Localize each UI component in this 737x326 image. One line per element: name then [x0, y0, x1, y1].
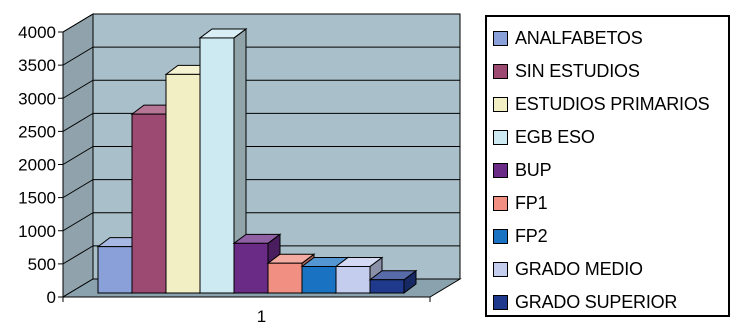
bar-front	[335, 266, 371, 294]
gridline-side	[62, 13, 94, 33]
gridline-side	[62, 212, 94, 232]
legend-label: FP1	[515, 193, 548, 213]
y-tick-label: 3500	[18, 56, 56, 75]
legend-swatch	[493, 262, 508, 277]
legend-item: SIN ESTUDIOS	[493, 55, 728, 88]
legend-label: ANALFABETOS	[515, 28, 643, 48]
legend-label: BUP	[515, 160, 552, 180]
legend-item: ANALFABETOS	[493, 22, 728, 55]
gridline-side	[62, 146, 94, 165]
y-tick-label: 2500	[18, 122, 56, 141]
legend-label: SIN ESTUDIOS	[515, 61, 640, 81]
y-tick-label: 2000	[18, 156, 56, 175]
gridline-side	[62, 179, 94, 199]
legend-item: EGB ESO	[493, 121, 728, 154]
legend-item: GRADO MEDIO	[493, 253, 728, 286]
bar-front	[267, 262, 303, 294]
x-category-label: 1	[257, 307, 266, 326]
bar-chart: 0 500 1000 1500 2000 2500 3000 3500 4000 1	[18, 13, 462, 326]
legend-swatch	[493, 196, 508, 211]
legend-item: FP2	[493, 220, 728, 253]
y-tick-label: 500	[28, 255, 56, 274]
x-axis: 1	[62, 296, 431, 326]
legend-item: GRADO SUPERIOR	[493, 286, 728, 319]
legend-label: EGB ESO	[515, 127, 595, 147]
legend-item: FP1	[493, 187, 728, 220]
legend-label: GRADO MEDIO	[515, 259, 643, 279]
gridline-side	[62, 46, 94, 66]
legend-swatch	[493, 163, 508, 178]
legend-swatch	[493, 295, 508, 310]
bar-front	[165, 73, 201, 294]
gridline-side	[62, 112, 94, 132]
y-tick-label: 1000	[18, 222, 56, 241]
y-tick-label: 0	[47, 288, 56, 307]
y-axis-ticks: 0 500 1000 1500 2000 2500 3000 3500 4000	[18, 23, 64, 307]
bars	[96, 27, 418, 294]
bar-front	[97, 246, 133, 294]
legend-label: ESTUDIOS PRIMARIOS	[515, 94, 710, 114]
legend: ANALFABETOS SIN ESTUDIOS ESTUDIOS PRIMARIO…	[485, 15, 730, 317]
bar-front	[199, 37, 235, 294]
bar-front	[369, 279, 405, 294]
legend-swatch	[493, 229, 508, 244]
legend-item: ESTUDIOS PRIMARIOS	[493, 88, 728, 121]
y-tick-label: 4000	[18, 23, 56, 42]
legend-swatch	[493, 130, 508, 145]
bar-front	[301, 266, 337, 294]
gridline-side	[62, 79, 94, 99]
bar-egb-eso	[198, 27, 248, 294]
legend-swatch	[493, 31, 508, 46]
legend-label: FP2	[515, 226, 548, 246]
bar-grado-superior	[368, 269, 418, 294]
y-tick-label: 1500	[18, 189, 56, 208]
bar-front	[233, 242, 269, 294]
legend-swatch	[493, 97, 508, 112]
legend-swatch	[493, 64, 508, 79]
legend-label: GRADO SUPERIOR	[515, 292, 678, 312]
gridline-side	[62, 245, 94, 265]
legend-item: BUP	[493, 154, 728, 187]
bar-front	[131, 113, 167, 294]
y-tick-label: 3000	[18, 89, 56, 108]
